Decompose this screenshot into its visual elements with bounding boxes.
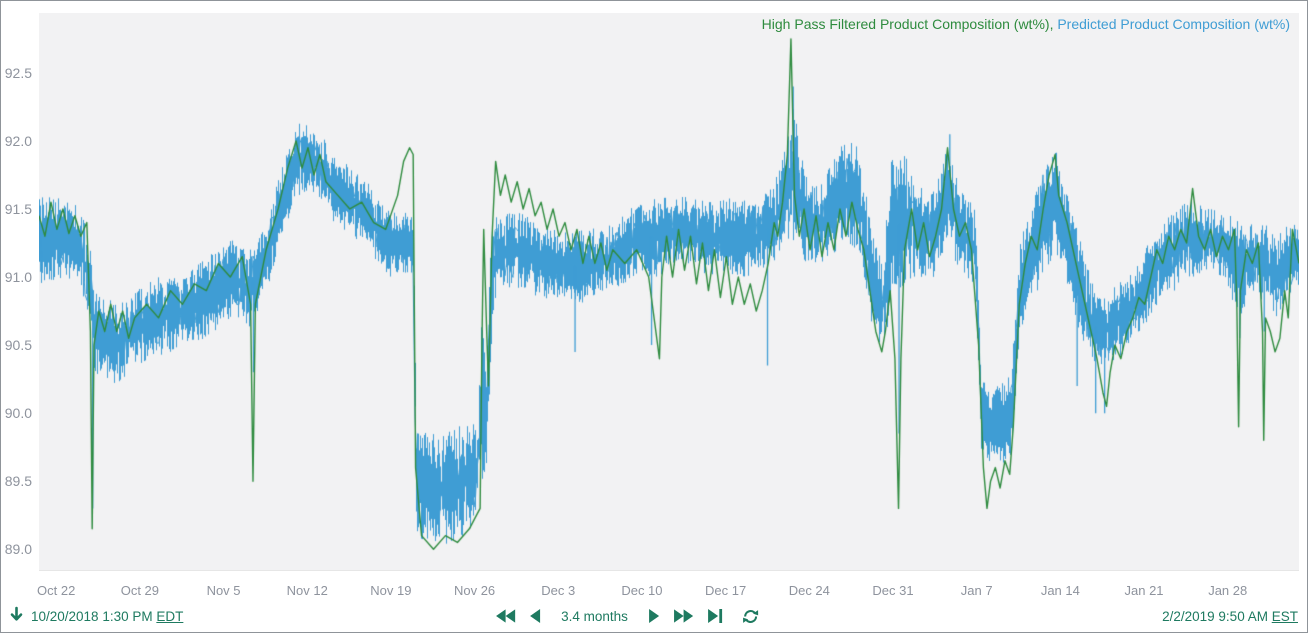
x-tick-label: Oct 29 <box>120 583 159 598</box>
x-tick-label: Nov 12 <box>286 583 328 598</box>
x-tick-label: Jan 28 <box>1208 583 1248 598</box>
x-tick-label: Nov 19 <box>370 583 412 598</box>
y-tick-label: 92.0 <box>4 132 32 149</box>
time-navigation-toolbar: 3.4 months <box>495 603 759 629</box>
range-start-datetime[interactable]: 10/20/2018 1:30 PM EDT <box>31 608 184 624</box>
range-start-control: 10/20/2018 1:30 PM EDT <box>9 604 183 628</box>
display-range-duration[interactable]: 3.4 months <box>561 608 628 624</box>
start-timezone-link[interactable]: EDT <box>156 608 184 624</box>
y-tick-label: 90.0 <box>4 405 32 422</box>
y-tick-label: 89.0 <box>4 541 32 558</box>
legend-separator: , <box>1049 16 1058 32</box>
chart-legend: High Pass Filtered Product Composition (… <box>762 16 1290 32</box>
x-tick-label: Jan 14 <box>1040 583 1080 598</box>
x-tick-label: Nov 5 <box>206 583 241 598</box>
y-tick-label: 91.0 <box>4 269 32 286</box>
x-tick-label: Nov 26 <box>453 583 496 598</box>
y-tick-label: 89.5 <box>4 473 32 490</box>
trend-plot-canvas[interactable] <box>39 13 1299 571</box>
legend-series-highpass[interactable]: High Pass Filtered Product Composition (… <box>761 16 1050 32</box>
legend-series-predicted[interactable]: Predicted Product Composition (wt%) <box>1057 16 1290 32</box>
x-tick-label: Oct 22 <box>37 583 76 598</box>
end-timezone-link[interactable]: EST <box>1271 608 1298 624</box>
x-tick-label: Dec 24 <box>788 583 830 598</box>
x-tick-label: Jan 21 <box>1124 583 1164 598</box>
refresh-icon[interactable] <box>742 608 759 625</box>
range-end-datetime[interactable]: 2/2/2019 9:50 AM EST <box>1162 608 1298 624</box>
y-tick-label: 90.5 <box>4 337 32 354</box>
pan-right-icon[interactable] <box>648 608 660 624</box>
x-tick-label: Dec 17 <box>705 583 747 598</box>
plot-area[interactable] <box>39 13 1299 571</box>
pan-far-left-icon[interactable] <box>495 608 516 624</box>
x-tick-label: Jan 7 <box>960 583 993 598</box>
step-back-arrow-icon[interactable] <box>9 606 24 626</box>
pan-left-icon[interactable] <box>529 608 541 624</box>
pan-far-right-icon[interactable] <box>673 608 694 624</box>
go-to-now-icon[interactable] <box>707 608 723 624</box>
range-end-control: 2/2/2019 9:50 AM EST <box>1162 604 1298 628</box>
x-tick-label: Dec 31 <box>872 583 914 598</box>
y-tick-label: 91.5 <box>4 200 32 217</box>
x-tick-label: Dec 3 <box>541 583 576 598</box>
y-tick-label: 92.5 <box>4 64 32 81</box>
x-tick-label: Dec 10 <box>621 583 663 598</box>
